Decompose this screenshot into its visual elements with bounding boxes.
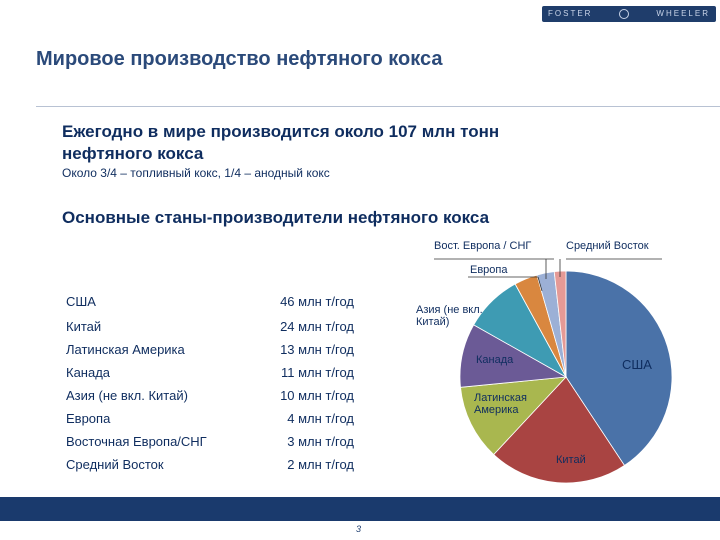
- country-name: Европа: [66, 411, 111, 426]
- production-amount: 13 млн т/год: [280, 342, 354, 357]
- section-title: Основные станы-производители нефтяного к…: [62, 208, 490, 227]
- production-pie-chart: США Китай Латинская Америка Канада Азия (не в…: [416, 240, 673, 484]
- page-title: Мировое производство нефтяного кокса: [36, 48, 443, 70]
- pie-slice: [493, 376, 625, 484]
- production-row: Канада 11 млн т/год: [66, 365, 366, 383]
- production-amount: 3 млн т/год: [287, 434, 354, 449]
- production-amount: 4 млн т/год: [287, 411, 354, 426]
- production-amount: 10 млн т/год: [280, 388, 354, 403]
- country-name: Канада: [66, 365, 111, 380]
- slice-label: Китай: [556, 454, 586, 466]
- slice-label: Европа: [470, 264, 508, 276]
- leader-line-europe-drop: [537, 276, 543, 292]
- coke-type-note: Около 3/4 – топливный кокс, 1/4 – анодны…: [62, 166, 330, 180]
- country-name: Азия (не вкл. Китай): [66, 388, 188, 403]
- slice-label: Средний Восток: [566, 240, 649, 252]
- production-amount: 2 млн т/год: [287, 457, 354, 472]
- country-name: Китай: [66, 319, 102, 334]
- production-row: Средний Восток 2 млн т/год: [66, 457, 366, 475]
- logo-emblem-icon: [619, 9, 630, 19]
- headline-line-2: нефтяного кокса: [62, 144, 204, 163]
- slice-label: Азия (не вкл. Китай): [416, 304, 483, 328]
- country-name: Средний Восток: [66, 457, 164, 472]
- slice-label: Латинская Америка: [474, 392, 527, 416]
- headline: Ежегодно в мире производится около 107 м…: [62, 121, 622, 165]
- slice-label: США: [622, 357, 652, 372]
- production-amount: 11 млн т/год: [281, 365, 354, 380]
- production-row: Латинская Америка 13 млн т/год: [66, 342, 366, 360]
- company-logo: FOSTER WHEELER: [542, 6, 716, 22]
- production-row: Европа 4 млн т/год: [66, 411, 366, 429]
- title-divider: [36, 106, 720, 107]
- pie-slice: [460, 376, 568, 456]
- country-name: Восточная Европа/СНГ: [66, 434, 207, 449]
- logo-text-left: FOSTER: [548, 9, 593, 18]
- logo-text-right: WHEELER: [656, 9, 710, 18]
- production-row: Восточная Европа/СНГ 3 млн т/год: [66, 434, 366, 452]
- slice-label: Вост. Европа / СНГ: [434, 240, 531, 252]
- production-amount: 46 млн т/год: [280, 294, 354, 309]
- country-name: Латинская Америка: [66, 342, 185, 357]
- production-row: Китай 24 млн т/год: [66, 319, 366, 337]
- slice-label: Канада: [476, 354, 514, 366]
- production-row: Азия (не вкл. Китай) 10 млн т/год: [66, 388, 366, 406]
- page-number: 3: [356, 524, 362, 534]
- production-amount: 24 млн т/год: [280, 319, 354, 334]
- headline-line-1: Ежегодно в мире производится около 107 м…: [62, 122, 500, 141]
- country-name: США: [66, 294, 96, 309]
- production-row: США 46 млн т/год: [66, 294, 366, 312]
- footer-bar: [0, 497, 720, 521]
